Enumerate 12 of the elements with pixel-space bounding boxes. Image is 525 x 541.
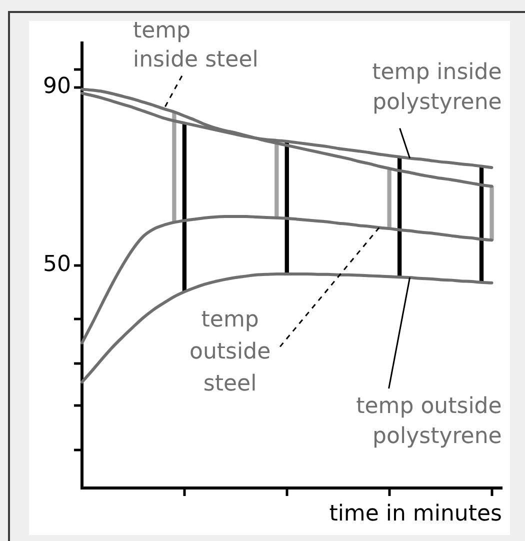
bar xyxy=(182,122,187,292)
bar xyxy=(490,186,494,240)
bar xyxy=(387,168,392,229)
y-tick-label: 50 xyxy=(43,252,71,278)
text: temp outside polystyrene xyxy=(356,394,502,450)
text: temp outside steel xyxy=(190,307,271,396)
bar xyxy=(274,142,279,218)
x-axis-title: time in minutes xyxy=(329,502,502,527)
y-tick-label: 90 xyxy=(43,74,71,100)
bar xyxy=(172,112,176,223)
series-label: temp inside steel xyxy=(132,18,258,73)
series-label: temp inside polystyrene xyxy=(372,60,502,115)
